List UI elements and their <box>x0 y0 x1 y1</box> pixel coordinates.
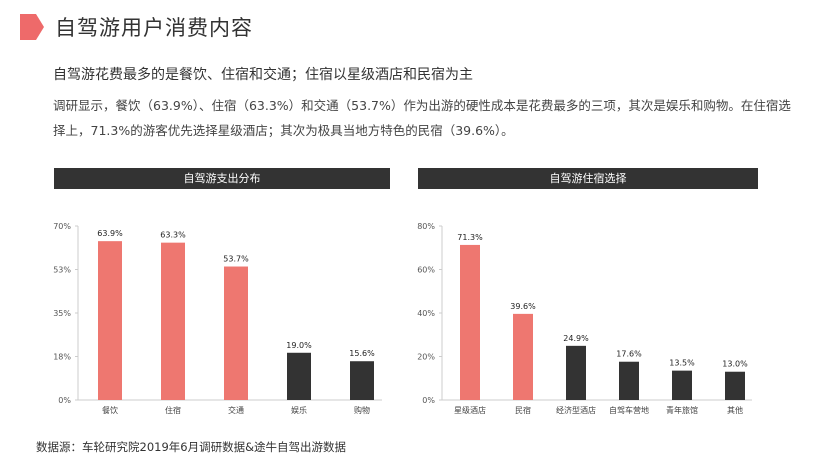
expense-bar <box>161 242 185 400</box>
lodging-bar <box>672 370 692 400</box>
lodging-bar <box>725 371 745 400</box>
summary-headline: 自驾游花费最多的是餐饮、住宿和交通；住宿以星级酒店和民宿为主 <box>53 67 473 83</box>
expense-value-label: 53.7% <box>223 255 249 264</box>
expense-category-label: 交通 <box>228 405 244 415</box>
expense-bar <box>287 352 311 400</box>
lodging-bar <box>566 345 586 400</box>
expense-category-label: 餐饮 <box>102 405 118 415</box>
lodging-value-label: 24.9% <box>563 334 589 343</box>
lodging-category-label: 经济型酒店 <box>556 405 596 415</box>
expense-category-label: 娱乐 <box>291 405 307 415</box>
title-marker-icon <box>20 14 44 40</box>
lodging-category-label: 其他 <box>727 405 743 415</box>
lodging-category-label: 自驾车营地 <box>609 405 649 415</box>
lodging-y-tick-label: 40% <box>417 309 435 318</box>
lodging-value-label: 13.5% <box>669 359 695 368</box>
expense-value-label: 15.6% <box>349 349 375 358</box>
expense-y-tick-label: 18% <box>53 353 71 362</box>
expense-category-label: 住宿 <box>165 405 181 415</box>
lodging-category-label: 民宿 <box>515 405 531 415</box>
lodging-value-label: 17.6% <box>616 350 642 359</box>
lodging-value-label: 71.3% <box>457 233 483 242</box>
lodging-category-label: 青年旅馆 <box>666 405 698 415</box>
lodging-bar <box>460 244 480 400</box>
lodging-category-label: 星级酒店 <box>454 405 486 415</box>
expense-bar <box>224 266 248 400</box>
chart-title-lodging: 自驾游住宿选择 <box>418 168 758 189</box>
data-source-note: 数据源：车轮研究院2019年6月调研数据&途牛自驾出游数据 <box>36 440 347 454</box>
lodging-bar <box>513 313 533 400</box>
lodging-bar <box>619 361 639 400</box>
page-title: 自驾游用户消费内容 <box>55 16 253 40</box>
expense-y-tick-label: 53% <box>53 266 71 275</box>
expense-value-label: 19.0% <box>286 341 312 350</box>
lodging-y-tick-label: 60% <box>417 266 435 275</box>
expense-y-tick-label: 0% <box>58 396 71 405</box>
expense-value-label: 63.3% <box>160 231 186 240</box>
expense-category-label: 购物 <box>354 405 370 415</box>
chart-title-expense: 自驾游支出分布 <box>54 168 390 189</box>
summary-body: 调研显示，餐饮（63.9%）、住宿（63.3%）和交通（53.7%）作为出游的硬… <box>53 98 791 138</box>
expense-bar <box>350 361 374 400</box>
expense-y-tick-label: 70% <box>53 222 71 231</box>
expense-value-label: 63.9% <box>97 229 123 238</box>
lodging-y-tick-label: 0% <box>422 396 435 405</box>
expense-y-tick-label: 35% <box>53 309 71 318</box>
lodging-value-label: 13.0% <box>722 360 748 369</box>
lodging-y-tick-label: 20% <box>417 353 435 362</box>
expense-bar <box>98 241 122 400</box>
lodging-y-tick-label: 80% <box>417 222 435 231</box>
lodging-value-label: 39.6% <box>510 302 536 311</box>
